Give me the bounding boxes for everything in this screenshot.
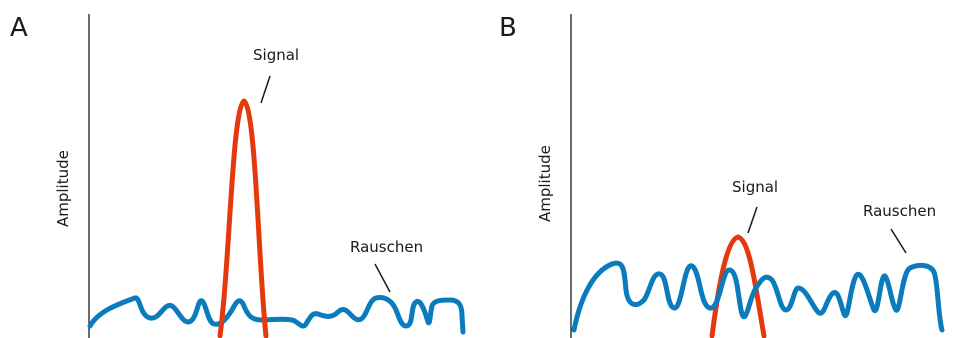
panel-a-noise-curve xyxy=(87,295,466,335)
panel-b-letter: B xyxy=(499,13,517,43)
panel-b-signal-leader xyxy=(747,206,758,234)
panel-a-noise-label: Rauschen xyxy=(350,238,423,256)
panel-b-noise-curve xyxy=(571,260,945,333)
panel-a-signal-peak xyxy=(217,98,269,338)
panel-b: B Amplitude Signal Rauschen xyxy=(499,13,945,338)
panel-b-noise-label: Rauschen xyxy=(863,202,936,220)
panel-b-y-axis-label: Amplitude xyxy=(536,145,554,222)
panel-a-letter: A xyxy=(10,13,28,43)
panel-a: A Amplitude Signal Rauschen xyxy=(10,13,466,338)
panel-a-noise-leader xyxy=(374,263,391,293)
panel-b-signal-label: Signal xyxy=(732,178,778,196)
panel-a-y-axis-label: Amplitude xyxy=(54,150,72,227)
panel-b-noise-leader xyxy=(890,228,907,254)
panel-a-signal-leader xyxy=(260,75,271,104)
panel-a-signal-label: Signal xyxy=(253,46,299,64)
